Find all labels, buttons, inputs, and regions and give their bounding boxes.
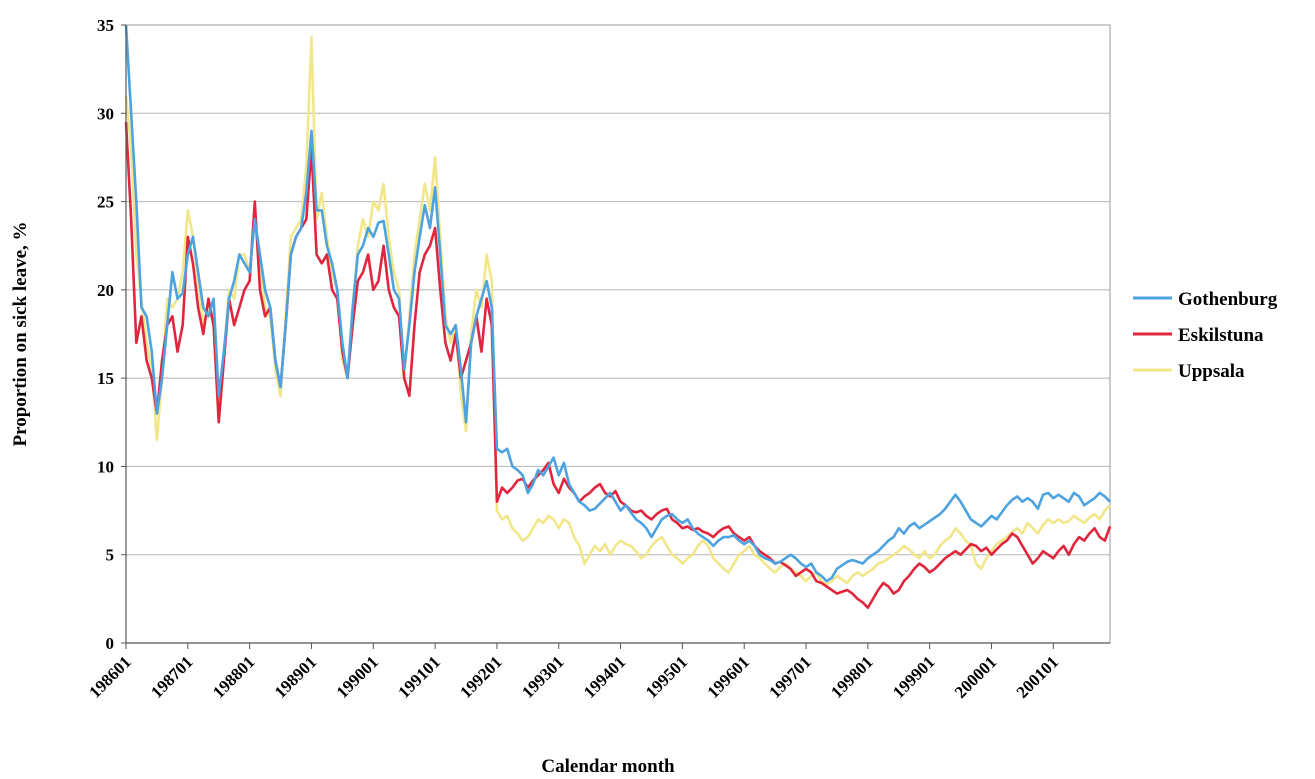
y-tick-label: 35 bbox=[97, 16, 114, 35]
x-axis-title: Calendar month bbox=[541, 756, 675, 777]
y-tick-label: 5 bbox=[106, 546, 115, 565]
y-tick-label: 15 bbox=[97, 369, 114, 388]
series-line-gothenburg bbox=[124, 24, 1111, 583]
series-lines bbox=[124, 24, 1112, 609]
legend-label-uppsala: Uppsala bbox=[1178, 361, 1245, 382]
y-tick-label: 30 bbox=[97, 104, 114, 123]
legend-label-gothenburg: Gothenburg bbox=[1178, 289, 1278, 310]
y-tick-label: 10 bbox=[97, 457, 114, 476]
y-axis-title: Proportion on sick leave, % bbox=[10, 221, 31, 446]
y-tick-label: 20 bbox=[97, 281, 114, 300]
y-tick-label: 0 bbox=[106, 634, 115, 653]
legend-label-eskilstuna: Eskilstuna bbox=[1178, 325, 1264, 346]
y-tick-label: 25 bbox=[97, 193, 114, 212]
series-line-uppsala bbox=[124, 36, 1111, 587]
legend: Gothenburg Eskilstuna Uppsala bbox=[1133, 289, 1278, 382]
